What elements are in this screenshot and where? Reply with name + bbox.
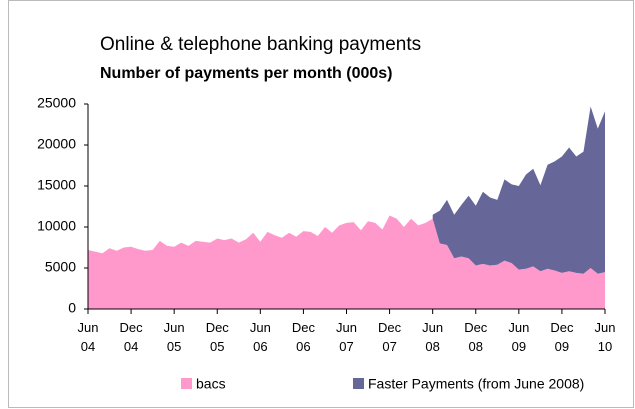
y-tick-label: 5000 <box>45 259 76 275</box>
x-tick-label: Jun 09 <box>508 320 530 354</box>
legend-swatch <box>353 378 364 389</box>
y-tick-label: 15000 <box>37 177 76 193</box>
x-tick-label: Dec 04 <box>119 320 143 354</box>
x-tick-label: Dec 07 <box>378 320 402 354</box>
y-tick-label: 10000 <box>37 218 76 234</box>
x-tick-label: Jun 06 <box>249 320 271 354</box>
y-tick-label: 25000 <box>37 95 76 111</box>
area <box>432 106 605 274</box>
x-tick-label: Dec 09 <box>550 320 574 354</box>
x-tick-label: Jun 08 <box>422 320 444 354</box>
x-tick-label: Dec 05 <box>205 320 229 354</box>
y-tick-label: 0 <box>68 300 76 316</box>
area <box>88 215 605 309</box>
legend-label: Faster Payments (from June 2008) <box>368 376 584 392</box>
x-tick-label: Jun 05 <box>163 320 185 354</box>
x-tick-label: Jun 07 <box>336 320 357 354</box>
y-tick-label: 20000 <box>37 136 76 152</box>
x-tick-label: Dec 06 <box>291 320 315 354</box>
x-tick-label: Dec 08 <box>464 320 488 354</box>
x-tick-label: Jun 04 <box>77 320 99 354</box>
chart-subtitle: Number of payments per month (000s) <box>100 65 393 82</box>
legend-swatch <box>181 378 192 389</box>
x-tick-label: Jun 10 <box>594 320 616 354</box>
legend-label: bacs <box>196 376 226 392</box>
chart-title: Online & telephone banking payments <box>100 34 421 55</box>
